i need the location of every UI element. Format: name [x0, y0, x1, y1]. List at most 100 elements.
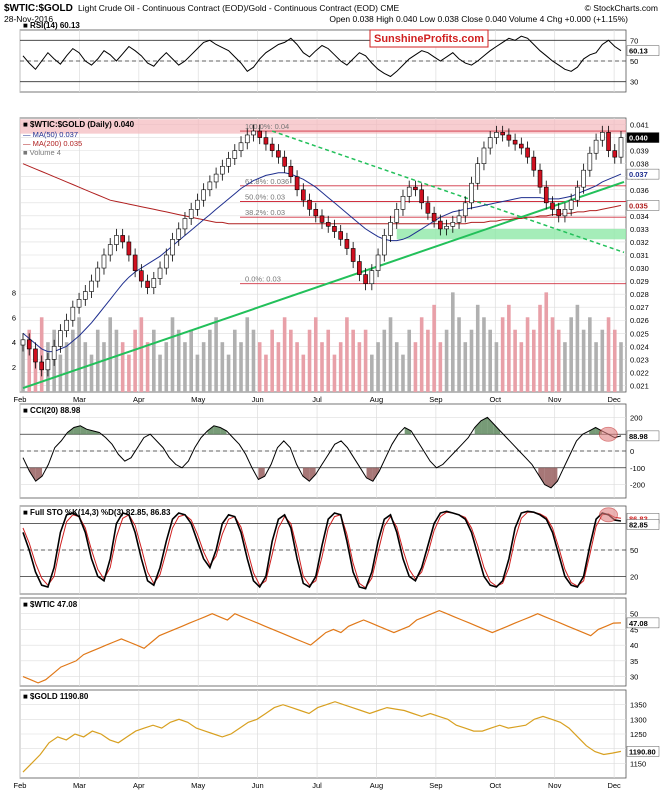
- volume-bar: [152, 329, 156, 392]
- volume-bar: [619, 342, 623, 392]
- cci-overbought-fill: [404, 427, 412, 435]
- candle-body: [593, 139, 599, 154]
- last-value-box: [626, 168, 660, 180]
- volume-bar: [21, 342, 25, 392]
- candle-body: [20, 339, 26, 346]
- y-tick-label: 0.032: [630, 238, 649, 247]
- volume-bar: [494, 342, 499, 392]
- overlay: SunshineProfits.com: [369, 29, 489, 48]
- ohlc-summary: Open 0.038 High 0.040 Low 0.038 Close 0.…: [329, 14, 628, 24]
- candle-body: [481, 147, 487, 164]
- candle-body: [363, 274, 368, 285]
- cci-oversold-fill: [35, 467, 43, 482]
- x-month-label: Feb: [14, 781, 27, 790]
- x-month-label: Apr: [133, 395, 145, 404]
- y-tick-label: 0.039: [630, 147, 649, 156]
- last-value-box: [626, 45, 660, 56]
- y-tick-label: 70: [630, 36, 638, 45]
- cci-oversold-fill: [538, 467, 545, 485]
- volume-bar: [575, 304, 580, 392]
- volume-bar: [226, 354, 231, 392]
- candle-body: [176, 228, 182, 240]
- last-value-label: 0.040: [629, 134, 648, 143]
- y-tick-label: 30: [630, 673, 638, 682]
- y-tick-label: 40: [630, 641, 638, 650]
- support-band: [396, 228, 626, 240]
- x-month-label: Aug: [370, 395, 383, 404]
- cci-oversold-fill: [309, 467, 316, 482]
- wtic-panel: 30 35 40 45 50 ■ $WTIC 47.08 47.08: [19, 597, 660, 687]
- volume-bar: [183, 342, 187, 392]
- volume-bar: [488, 329, 492, 392]
- candle-body: [207, 181, 213, 191]
- wtic-title: ■ $WTIC 47.08: [23, 600, 78, 609]
- candle-body: [350, 248, 356, 262]
- x-month-label: May: [191, 781, 205, 790]
- volume-bar: [507, 304, 511, 392]
- y-tick-label: 1300: [630, 715, 647, 724]
- candle-body: [562, 209, 568, 217]
- x-month-label: Aug: [370, 781, 383, 790]
- cci-overbought-fill: [589, 427, 596, 435]
- volume-bar: [457, 317, 461, 392]
- volume-bar: [594, 342, 598, 392]
- candle-body: [512, 139, 518, 145]
- candle-body: [556, 209, 562, 217]
- y-tick-label: 0.029: [630, 277, 649, 286]
- candle-body: [550, 202, 555, 210]
- candle-body: [332, 225, 337, 232]
- candle-body: [543, 186, 549, 204]
- volume-bar: [189, 329, 193, 392]
- volume-bar: [170, 317, 175, 392]
- ma50-line: [22, 172, 622, 353]
- volume-bar: [164, 342, 169, 392]
- candle-body: [294, 176, 300, 191]
- candle-body: [263, 137, 269, 145]
- volume-bar: [401, 354, 405, 392]
- candle-body: [462, 202, 468, 217]
- y-tick-label: 0.021: [630, 381, 649, 390]
- candle-body: [201, 189, 206, 201]
- x-month-label: May: [191, 395, 205, 404]
- last-value-box: [626, 519, 660, 530]
- y-tick-label: 0: [630, 447, 634, 456]
- candle-body: [357, 261, 362, 275]
- y-tick-label: 35: [630, 657, 638, 666]
- candle-body: [313, 209, 319, 217]
- x-month-label: Nov: [548, 781, 562, 790]
- y-tick-label: 1250: [630, 730, 647, 739]
- candle-body: [82, 291, 88, 300]
- volume-bar: [525, 317, 530, 392]
- candle-body: [276, 150, 281, 158]
- fib-level-label: 100.0%: 0.04: [245, 122, 289, 131]
- y-tick-label: -200: [630, 481, 645, 490]
- candle-body: [456, 215, 462, 223]
- candle-body: [107, 244, 113, 256]
- candle-body: [587, 152, 593, 171]
- candle-body: [64, 319, 69, 331]
- volume-bar: [531, 329, 536, 392]
- candle-body: [394, 209, 400, 223]
- candle-body: [600, 132, 605, 141]
- last-value-label: 86.83: [629, 514, 648, 523]
- volume-bar: [606, 317, 611, 392]
- y-tick-label: 200: [630, 413, 643, 422]
- y-tick-label: 50: [630, 57, 638, 66]
- fib-level-label: 61.8%: 0.036: [245, 177, 289, 186]
- last-value-box: [626, 132, 660, 143]
- volume-bar: [95, 329, 100, 392]
- x-month-label: Nov: [548, 395, 562, 404]
- rsi-title: ■ RSI(14) 60.13: [23, 21, 80, 30]
- x-month-label: Jun: [252, 395, 264, 404]
- y-tick-label: 0.030: [630, 264, 649, 273]
- cci-oversold-fill: [302, 467, 310, 482]
- volume-bar: [127, 354, 131, 392]
- chart-subtitle: Light Crude Oil - Continuous Contract (E…: [78, 3, 400, 13]
- y-tick-label: 0.036: [630, 186, 649, 195]
- volume-bar: [257, 342, 262, 392]
- volume-bar: [556, 329, 561, 392]
- volume-bar: [307, 329, 312, 392]
- volume-bar: [282, 317, 287, 392]
- candle-body: [500, 132, 505, 136]
